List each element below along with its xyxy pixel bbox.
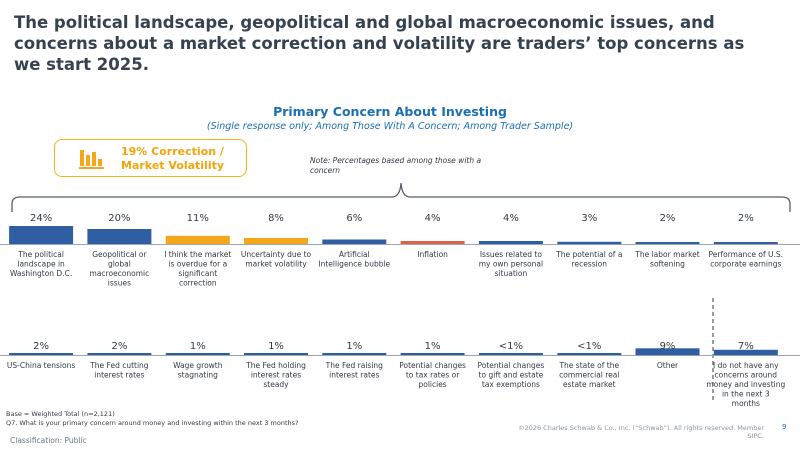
category-label-row2-7: Potential changes to gift and estate tax e… xyxy=(478,361,545,389)
category-label-row1-5: Artificial Intelligence bubble xyxy=(318,250,390,269)
category-label-row2-9: Other xyxy=(657,361,679,370)
value-label-row1-2: 20% xyxy=(108,213,130,224)
bar-row1-7 xyxy=(478,241,543,244)
category-label-row2-5: The Fed raising interest rates xyxy=(325,361,384,380)
bar-row1-9 xyxy=(635,242,700,244)
value-label-row2-2: 2% xyxy=(111,341,127,352)
classification-label: Classification: Public xyxy=(10,436,87,445)
bar-row2-4 xyxy=(244,353,308,355)
curly-brace xyxy=(11,182,791,212)
bar-row2-3 xyxy=(165,353,230,355)
value-label-row2-9: 9% xyxy=(660,341,676,352)
value-label-row1-9: 2% xyxy=(660,213,676,224)
category-label-row1-10: Performance of U.S. corporate earnings xyxy=(709,250,784,269)
category-label-row2-2: The Fed cutting interest rates xyxy=(89,361,149,380)
bar-row2-10 xyxy=(713,349,778,356)
slide-headline: The political landscape, geopolitical an… xyxy=(14,13,745,74)
bar-row1-3 xyxy=(165,235,230,245)
value-label-row2-1: 2% xyxy=(33,341,49,352)
bar-row1-10 xyxy=(713,242,778,244)
chart-subtitle: (Single response only; Among Those With … xyxy=(206,121,574,132)
callout-line-2: Market Volatility xyxy=(121,159,225,172)
category-label-row1-3: I think the market is overdue for a signif… xyxy=(164,250,231,288)
bar-row2-6 xyxy=(400,353,465,355)
value-label-row2-10: 7% xyxy=(738,341,754,352)
bar-row2-5 xyxy=(322,353,387,355)
bar-row1-8 xyxy=(557,241,622,245)
category-label-row2-4: The Fed holding interest rates steady xyxy=(245,361,306,389)
bar-row1-4 xyxy=(244,238,308,244)
value-label-row2-7: <1% xyxy=(499,341,523,352)
bar-row1-2 xyxy=(87,229,152,244)
page-number: 9 xyxy=(782,423,787,431)
bar-row2-2 xyxy=(87,353,152,355)
category-label-row1-9: The labor market softening xyxy=(634,250,700,269)
bar-row1-1 xyxy=(9,226,74,244)
value-label-row1-4: 8% xyxy=(268,213,284,224)
callout-line-1: 19% Correction / xyxy=(121,145,224,158)
value-label-row2-3: 1% xyxy=(190,341,206,352)
base-line-1: Base = Weighted Total (n=2,121) xyxy=(6,410,115,418)
category-label-row2-1: US-China tensions xyxy=(7,361,75,370)
base-line-2: Q7. What is your primary concern around … xyxy=(6,419,299,427)
category-label-row2-8: The state of the commercial real estate ma… xyxy=(558,361,619,389)
category-label-row1-8: The potential of a recession xyxy=(555,250,622,269)
value-label-row1-3: 11% xyxy=(187,213,209,224)
value-label-row2-4: 1% xyxy=(268,341,284,352)
value-label-row1-10: 2% xyxy=(738,213,754,224)
value-label-row2-8: <1% xyxy=(577,341,601,352)
category-label-row2-10: I do not have any concerns around money an… xyxy=(706,361,785,408)
value-label-row1-7: 4% xyxy=(503,213,519,224)
bar-row2-8 xyxy=(557,353,622,355)
value-label-row2-5: 1% xyxy=(346,341,362,352)
category-label-row2-6: Potential changes to tax rates or policies xyxy=(399,361,466,389)
category-label-row1-4: Uncertainty due to market volatility xyxy=(241,250,312,269)
copyright-text: ©2026 Charles Schwab & Co., Inc. (“Schwa… xyxy=(518,424,764,440)
chart-title: Primary Concern About Investing xyxy=(273,104,507,119)
bar-row2-9 xyxy=(635,348,700,356)
correction-callout: 19% Correction / Market Volatility xyxy=(54,139,247,177)
bar-row1-5 xyxy=(322,239,387,244)
bar-chart-icon xyxy=(79,150,104,169)
base-note: Base = Weighted Total (n=2,121) Q7. What… xyxy=(6,410,298,428)
bar-row2-7 xyxy=(478,353,543,355)
value-label-row1-1: 24% xyxy=(30,213,52,224)
chart-note: Note: Percentages based among those with… xyxy=(310,156,482,175)
category-label-row1-1: The political landscape in Washington D.C. xyxy=(10,250,72,278)
category-label-row2-3: Wage growth stagnating xyxy=(173,361,223,380)
category-label-row1-7: Issues related to my own personal situatio… xyxy=(479,250,543,278)
value-label-row1-6: 4% xyxy=(425,213,441,224)
value-label-row1-5: 6% xyxy=(346,213,362,224)
bar-row1-6 xyxy=(400,241,465,244)
callout-text: 19% Correction / Market Volatility xyxy=(121,145,246,173)
category-label-row1-2: Geopolitical or global macroeconomic issues xyxy=(90,250,150,288)
value-label-row1-8: 3% xyxy=(581,213,597,224)
chart-title-block: Primary Concern About Investing (Single … xyxy=(150,104,630,132)
bar-row2-1 xyxy=(9,353,74,355)
value-label-row2-6: 1% xyxy=(425,341,441,352)
category-label-row1-6: Inflation xyxy=(417,250,448,259)
